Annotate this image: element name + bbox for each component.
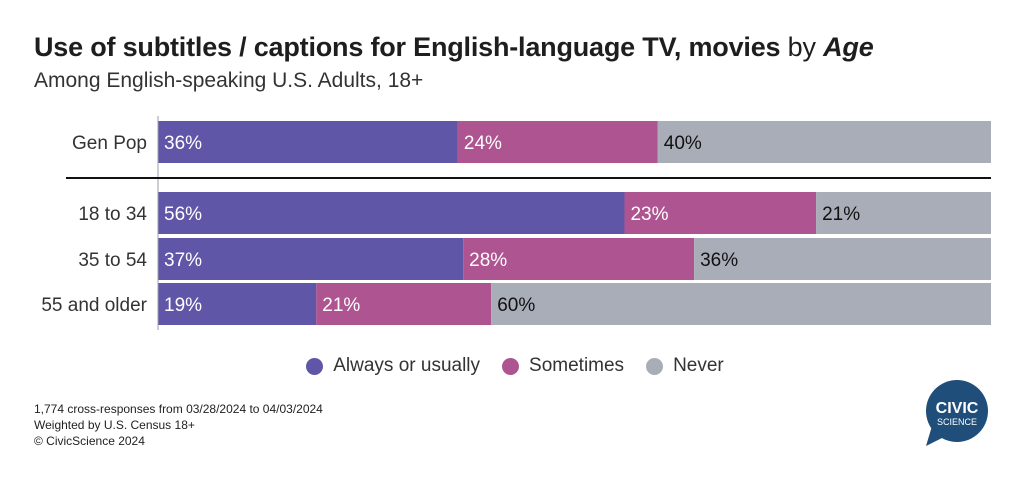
category-label-35-to-54: 35 to 54: [78, 250, 147, 271]
chart-title-by: by: [787, 32, 816, 62]
data-label-gen-pop-never: 40%: [664, 133, 702, 154]
logo-text-civic: CIVIC: [936, 400, 979, 417]
category-label-gen-pop: Gen Pop: [72, 133, 147, 154]
legend-swatch-sometimes: [502, 357, 520, 375]
category-label-18-to-34: 18 to 34: [78, 204, 147, 225]
bar-gen-pop-sometimes: [457, 121, 658, 163]
legend-swatch-always: [306, 357, 324, 375]
data-label-gen-pop-always: 36%: [164, 133, 202, 154]
footnote-weighting: Weighted by U.S. Census 18+: [34, 418, 195, 432]
data-label-18-to-34-sometimes: 23%: [630, 204, 668, 225]
data-label-18-to-34-always: 56%: [164, 204, 202, 225]
data-label-55-and-older-always: 19%: [164, 295, 202, 316]
bar-18-to-34-sometimes: [624, 192, 817, 234]
chart-title: Use of subtitles / captions for English-…: [34, 32, 874, 63]
bar-gen-pop-always: [158, 121, 458, 163]
logo-bubble-tail: [926, 426, 946, 446]
civicscience-logo: CIVIC SCIENCE: [926, 380, 988, 446]
legend-label-sometimes: Sometimes: [529, 355, 625, 376]
legend-label-never: Never: [673, 355, 724, 376]
logo-bubble: [926, 380, 988, 442]
bar-18-to-34-always: [158, 192, 625, 234]
bar-gen-pop-never: [657, 121, 991, 163]
chart-legend: Always or usually Sometimes Never: [0, 355, 1024, 377]
legend-item-sometimes: Sometimes: [502, 355, 624, 377]
bar-18-to-34-never: [816, 192, 991, 234]
legend-item-never: Never: [646, 355, 724, 377]
bar-55-and-older-sometimes: [316, 283, 492, 325]
chart-subtitle: Among English-speaking U.S. Adults, 18+: [34, 69, 424, 92]
stacked-bar-chart: Gen Pop 36% 24% 40% 18 to 34 56% 23% 21% 35 to 5…: [41, 116, 991, 330]
chart-title-age: Age: [823, 32, 874, 62]
footnote: 1,774 cross-responses from 03/28/2024 to…: [34, 401, 323, 449]
data-label-gen-pop-sometimes: 24%: [464, 133, 502, 154]
legend-swatch-never: [646, 357, 664, 375]
bar-55-and-older-always: [158, 283, 317, 325]
logo-text-science: SCIENCE: [937, 417, 977, 427]
bar-35-to-54-never: [694, 238, 991, 280]
footnote-responses: 1,774 cross-responses from 03/28/2024 to…: [34, 402, 323, 416]
bar-35-to-54-sometimes: [463, 238, 695, 280]
data-label-35-to-54-sometimes: 28%: [469, 250, 507, 271]
data-label-35-to-54-always: 37%: [164, 250, 202, 271]
category-label-55-and-older: 55 and older: [41, 295, 147, 316]
legend-label-always: Always or usually: [333, 355, 481, 376]
data-label-55-and-older-sometimes: 21%: [322, 295, 360, 316]
bar-55-and-older-never: [491, 283, 991, 325]
chart-title-main: Use of subtitles / captions for English-…: [34, 32, 781, 62]
data-label-18-to-34-never: 21%: [822, 204, 860, 225]
data-label-55-and-older-never: 60%: [497, 295, 535, 316]
footnote-copyright: © CivicScience 2024: [34, 434, 145, 448]
legend-item-always: Always or usually: [306, 355, 480, 377]
bar-35-to-54-always: [158, 238, 464, 280]
data-label-35-to-54-never: 36%: [700, 250, 738, 271]
